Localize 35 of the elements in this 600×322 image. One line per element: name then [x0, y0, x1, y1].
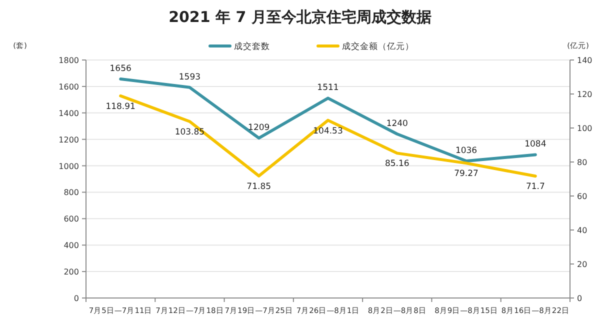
- data-label: 85.16: [384, 159, 410, 170]
- data-label: 1240: [386, 119, 408, 130]
- y-tick-label: 1200: [58, 135, 79, 144]
- data-label: 1511: [317, 83, 339, 94]
- y2-tick-label: 20: [577, 260, 588, 269]
- data-label: 1036: [455, 146, 478, 156]
- chart-title: 2021 年 7 月至今北京住宅周成交数据: [168, 8, 432, 26]
- y2-tick-label: 100: [577, 124, 592, 133]
- y2-tick-label: 80: [577, 158, 588, 167]
- data-label: 104.53: [313, 126, 343, 136]
- legend-label: 成交金额（亿元）: [342, 41, 414, 52]
- y2-tick-label: 60: [577, 192, 588, 201]
- y2-tick-label: 40: [577, 226, 588, 235]
- y-tick-label: 600: [64, 214, 79, 224]
- data-label: 1656: [110, 64, 132, 74]
- y2-tick-label: 120: [577, 90, 592, 99]
- data-label: 1209: [248, 123, 270, 134]
- y-tick-label: 400: [64, 241, 79, 250]
- data-label: 71.85: [246, 182, 272, 192]
- y2-tick-label: 0: [577, 294, 582, 303]
- data-label: 118.91: [106, 102, 136, 112]
- y-tick-label: 200: [64, 268, 79, 277]
- y-tick-label: 1400: [58, 108, 79, 118]
- y-tick-label: 0: [74, 294, 79, 303]
- data-label: 1593: [178, 72, 201, 82]
- data-label: 79.27: [454, 169, 478, 180]
- y-tick-label: 1000: [58, 162, 79, 171]
- data-label: 71.7: [526, 182, 545, 192]
- data-label: 1084: [524, 140, 546, 150]
- y-tick-label: 1600: [58, 82, 79, 92]
- data-label: 103.85: [174, 127, 205, 138]
- y-tick-label: 800: [64, 188, 79, 198]
- y-tick-label: 1800: [58, 56, 79, 65]
- legend-label: 成交套数: [234, 41, 270, 52]
- y2-tick-label: 140: [577, 56, 592, 65]
